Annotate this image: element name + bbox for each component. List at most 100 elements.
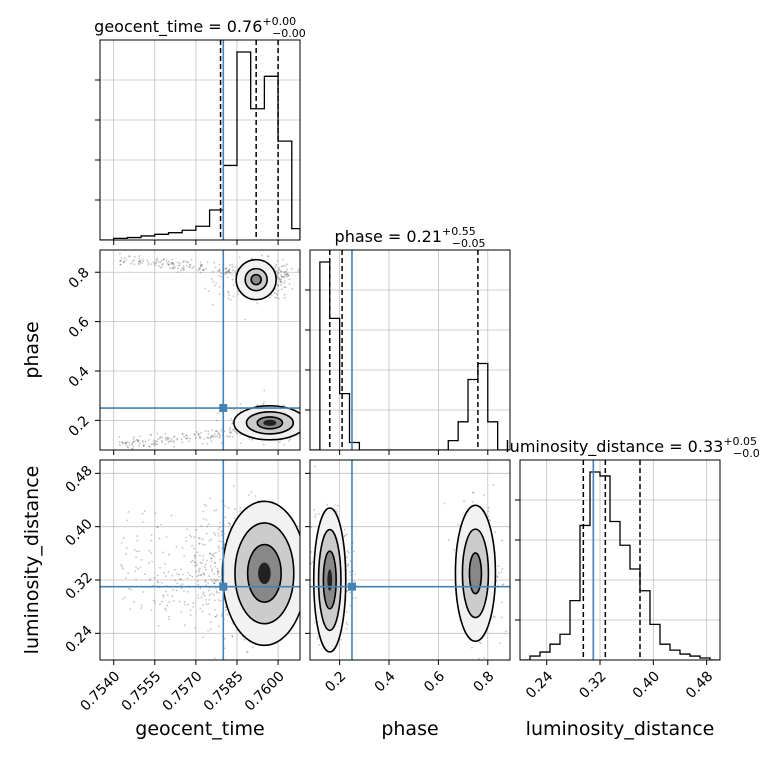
scatter-geocent_time-phase-point xyxy=(133,256,136,258)
xaxis-label-geocent_time: geocent_time xyxy=(135,718,264,740)
scatter-geocent_time-phase-point xyxy=(285,273,287,275)
scatter-geocent_time-phase-point xyxy=(268,296,271,299)
scatter-geocent_time-luminosity_distance-point xyxy=(144,573,146,576)
scatter-geocent_time-luminosity_distance-point xyxy=(138,550,140,553)
scatter-geocent_time-phase-point xyxy=(184,260,187,263)
scatter-geocent_time-luminosity_distance-point xyxy=(197,597,200,599)
scatter-geocent_time-luminosity_distance-point xyxy=(216,570,219,573)
scatter-phase-luminosity_distance-point xyxy=(352,550,355,553)
scatter-geocent_time-phase-point xyxy=(156,257,159,260)
scatter-geocent_time-luminosity_distance-point xyxy=(205,603,208,606)
scatter-phase-luminosity_distance-point xyxy=(346,590,348,593)
scatter-geocent_time-phase-point xyxy=(211,429,213,432)
scatter-geocent_time-luminosity_distance-point xyxy=(157,624,160,627)
scatter-geocent_time-luminosity_distance-point xyxy=(135,550,138,553)
scatter-geocent_time-phase-point xyxy=(230,431,233,434)
scatter-geocent_time-luminosity_distance-point xyxy=(213,556,216,558)
panel-frame-geocent_time-geocent_time xyxy=(99,39,301,241)
scatter-geocent_time-luminosity_distance-point xyxy=(181,583,184,586)
scatter-geocent_time-phase-point xyxy=(135,439,138,441)
scatter-phase-luminosity_distance-point xyxy=(349,560,352,562)
scatter-geocent_time-phase-point xyxy=(170,261,173,264)
scatter-geocent_time-phase-point xyxy=(177,264,180,267)
scatter-geocent_time-phase-point xyxy=(197,434,200,436)
scatter-geocent_time-phase-point xyxy=(136,438,139,441)
scatter-geocent_time-phase-point xyxy=(274,265,277,268)
scatter-phase-luminosity_distance-point xyxy=(443,502,446,505)
scatter-geocent_time-phase-point xyxy=(120,257,123,260)
scatter-geocent_time-luminosity_distance-point xyxy=(125,546,128,549)
scatter-geocent_time-phase-point xyxy=(188,440,191,443)
title-sup-phase: +0.55 xyxy=(442,225,476,238)
scatter-geocent_time-phase-point xyxy=(156,259,159,262)
scatter-geocent_time-phase-point xyxy=(173,445,175,448)
scatter-geocent_time-luminosity_distance-point xyxy=(207,581,209,584)
scatter-geocent_time-phase-point xyxy=(297,268,300,271)
scatter-geocent_time-luminosity_distance-point xyxy=(198,554,201,557)
scatter-geocent_time-phase-point xyxy=(159,261,162,264)
title-main-luminosity_distance: luminosity_distance = 0.33 xyxy=(505,437,723,457)
xaxis-label-phase: phase xyxy=(381,718,438,740)
scatter-geocent_time-phase-point xyxy=(184,437,187,440)
scatter-geocent_time-phase-point xyxy=(202,268,205,271)
scatter-geocent_time-phase-point xyxy=(220,442,223,445)
scatter-geocent_time-phase-point xyxy=(206,261,209,263)
scatter-geocent_time-phase-point xyxy=(128,441,131,444)
scatter-geocent_time-phase-point xyxy=(125,444,128,447)
scatter-geocent_time-luminosity_distance-point xyxy=(201,543,204,546)
scatter-geocent_time-phase-point xyxy=(188,266,191,269)
scatter-geocent_time-phase-point xyxy=(251,438,253,441)
scatter-geocent_time-phase-point xyxy=(171,267,174,270)
scatter-phase-luminosity_distance-point xyxy=(496,576,499,579)
scatter-geocent_time-phase-point xyxy=(284,271,286,273)
scatter-geocent_time-luminosity_distance-point xyxy=(200,596,203,599)
scatter-geocent_time-luminosity_distance-point xyxy=(213,573,215,575)
scatter-geocent_time-phase-point xyxy=(234,270,237,273)
scatter-geocent_time-phase-point xyxy=(159,266,162,269)
blob-phase-low-contour-3 xyxy=(327,569,333,591)
scatter-geocent_time-phase-point xyxy=(182,269,185,272)
scatter-geocent_time-phase-point xyxy=(283,273,286,276)
xtick-label-luminosity_distance: 0.40 xyxy=(630,668,663,701)
scatter-geocent_time-luminosity_distance-point xyxy=(224,505,227,507)
histogram-geocent_time xyxy=(100,40,300,240)
scatter-geocent_time-phase-point xyxy=(276,275,279,277)
scatter-geocent_time-luminosity_distance-point xyxy=(186,577,189,580)
scatter-phase-luminosity_distance-point xyxy=(314,513,317,516)
scatter-geocent_time-phase-point xyxy=(190,258,193,261)
scatter-geocent_time-phase-point xyxy=(277,289,280,292)
scatter-geocent_time-luminosity_distance-point xyxy=(159,566,161,569)
scatter-geocent_time-luminosity_distance-point xyxy=(194,562,197,565)
scatter-geocent_time-phase-point xyxy=(202,268,204,271)
scatter-geocent_time-luminosity_distance-point xyxy=(191,575,194,578)
scatter-geocent_time-phase-point xyxy=(201,442,204,445)
scatter-geocent_time-phase-point xyxy=(161,262,164,265)
scatter-geocent_time-luminosity_distance-point xyxy=(205,505,207,507)
scatter-geocent_time-phase-point xyxy=(283,282,285,284)
scatter-geocent_time-phase-point xyxy=(217,274,220,277)
scatter-geocent_time-phase-point xyxy=(220,275,223,278)
scatter-phase-luminosity_distance-point xyxy=(493,616,496,619)
scatter-geocent_time-luminosity_distance-point xyxy=(218,547,221,549)
scatter-geocent_time-phase-point xyxy=(186,261,189,264)
ytick-label-luminosity_distance: 0.24 xyxy=(63,623,96,656)
scatter-geocent_time-luminosity_distance-point xyxy=(196,575,199,578)
scatter-geocent_time-phase-point xyxy=(178,264,181,266)
scatter-geocent_time-phase-point xyxy=(167,263,170,266)
scatter-geocent_time-luminosity_distance-point xyxy=(183,600,186,603)
scatter-geocent_time-luminosity_distance-point xyxy=(121,597,124,600)
scatter-geocent_time-phase-point xyxy=(131,448,134,450)
scatter-geocent_time-phase-point xyxy=(303,414,305,416)
ytick-label-luminosity_distance: 0.40 xyxy=(63,516,96,549)
scatter-geocent_time-phase-point xyxy=(285,273,288,276)
ytick-label-phase: 0.8 xyxy=(66,265,93,292)
scatter-phase-luminosity_distance-point xyxy=(318,644,321,646)
scatter-geocent_time-luminosity_distance-point xyxy=(219,521,222,524)
scatter-geocent_time-phase-point xyxy=(310,402,312,404)
scatter-geocent_time-phase-point xyxy=(227,290,229,293)
scatter-geocent_time-phase-point xyxy=(185,434,188,437)
scatter-geocent_time-phase-point xyxy=(215,430,217,433)
scatter-geocent_time-phase-point xyxy=(274,288,277,291)
scatter-geocent_time-phase-point xyxy=(227,297,230,300)
scatter-geocent_time-phase-point xyxy=(270,294,273,297)
